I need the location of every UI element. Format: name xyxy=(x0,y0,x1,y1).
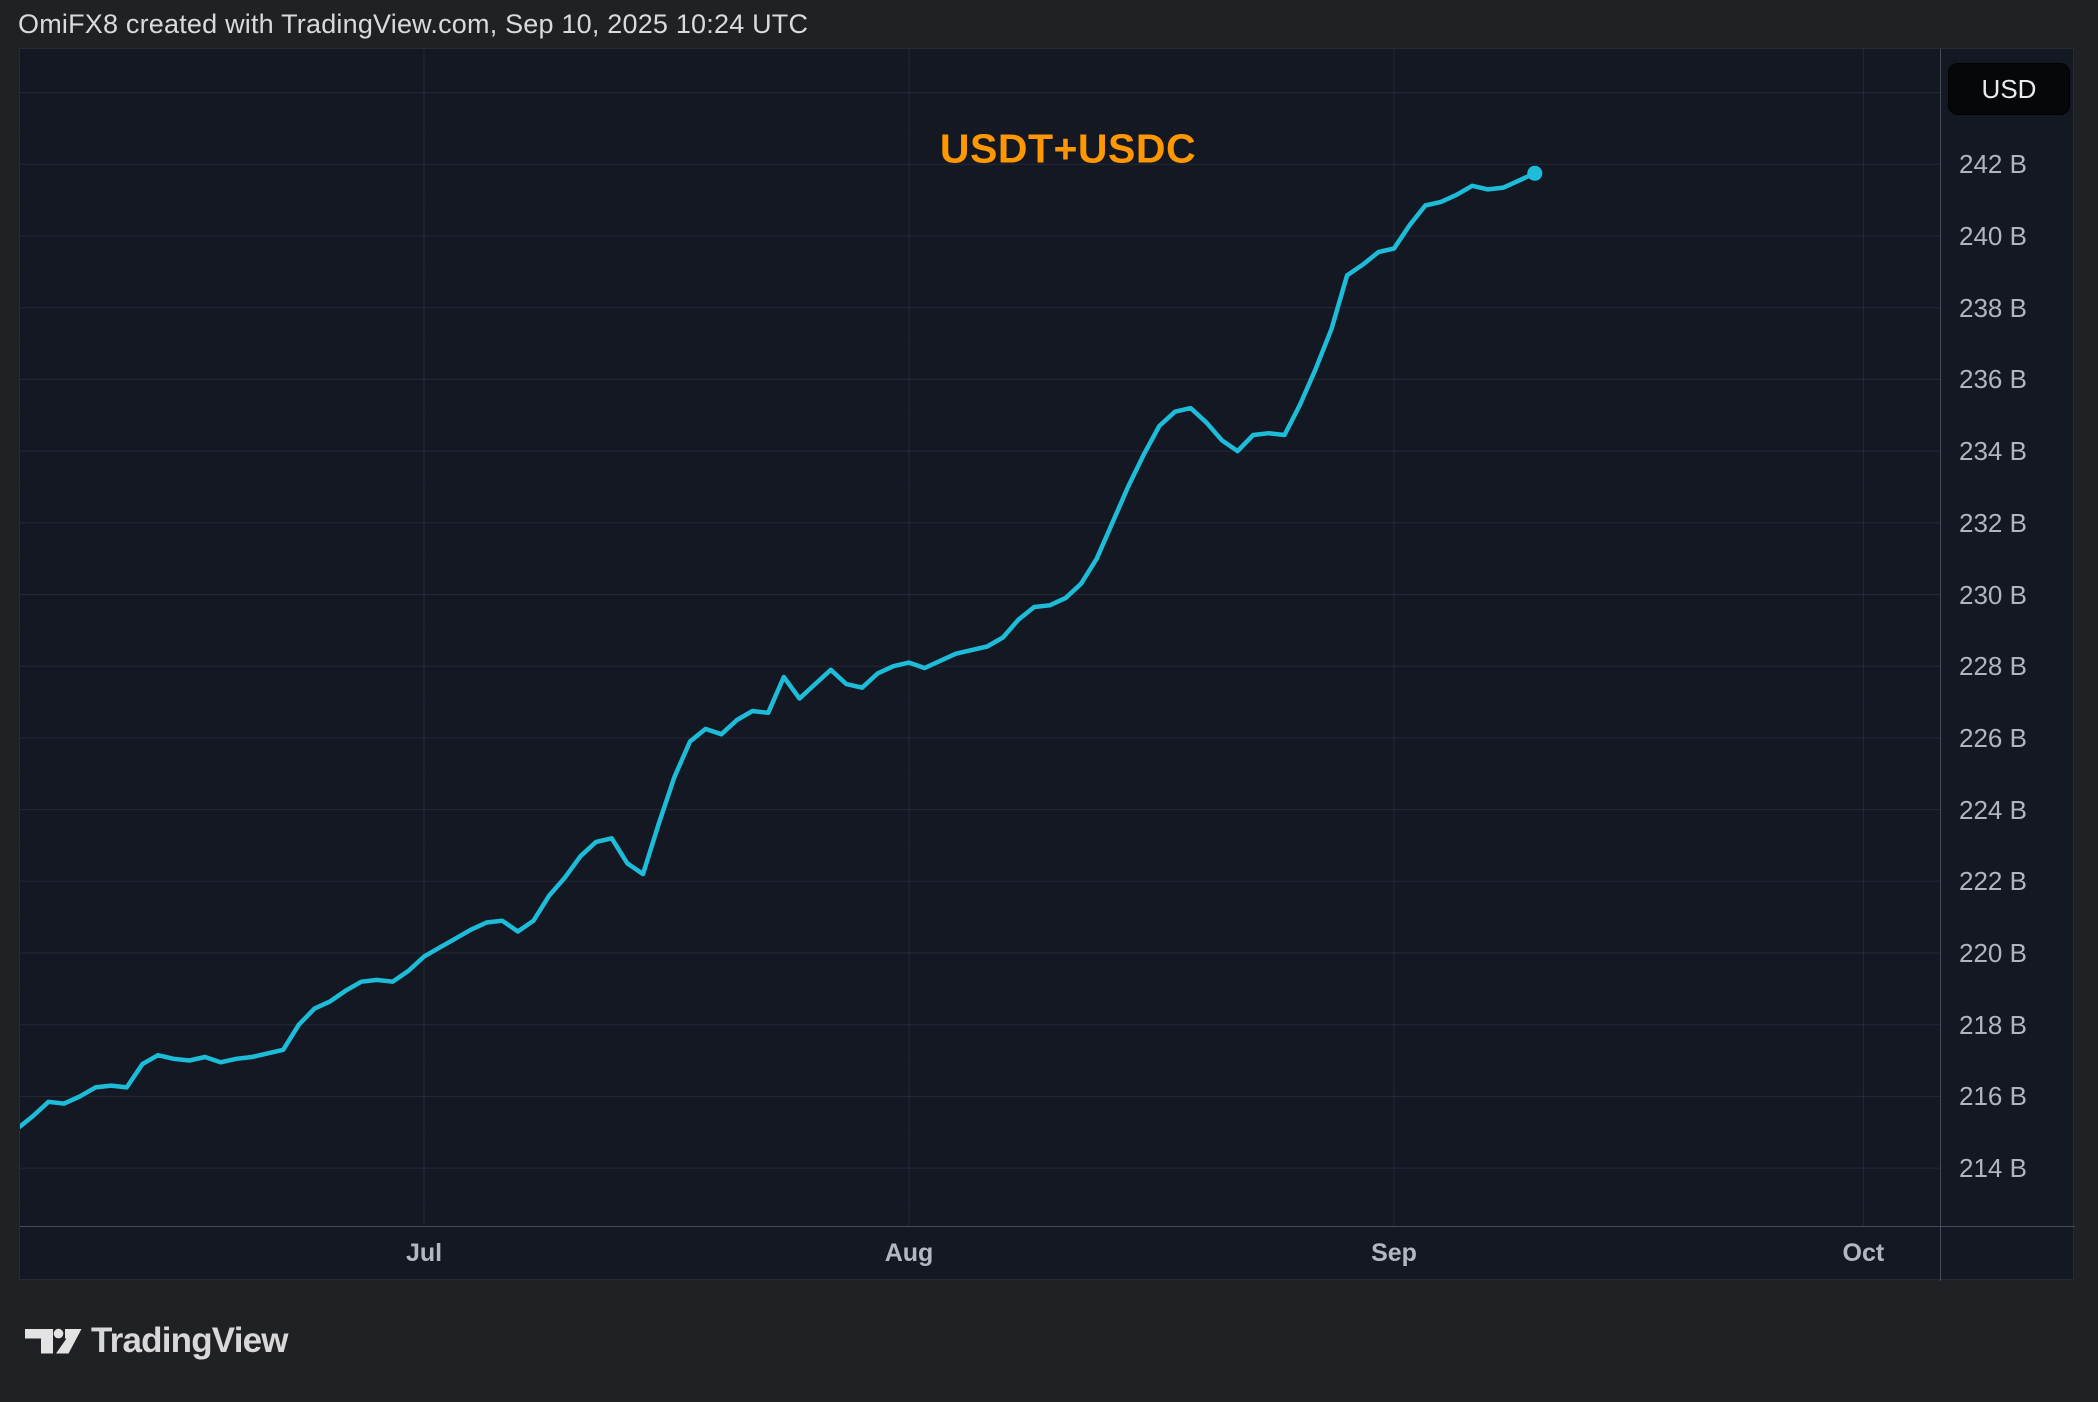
price-tick-label: 230 B xyxy=(1959,579,2027,610)
price-tick-label: 238 B xyxy=(1959,292,2027,323)
snapshot-title: OmiFX8 created with TradingView.com, Sep… xyxy=(18,8,809,39)
time-tick-label: Aug xyxy=(884,1239,934,1267)
tradingview-logo[interactable]: TradingView xyxy=(25,1321,289,1361)
price-tick-label: 220 B xyxy=(1959,938,2027,968)
price-tick-label: 232 B xyxy=(1959,507,2027,538)
price-tick-label: 240 B xyxy=(1959,221,2027,251)
time-tick-label: Jul xyxy=(405,1239,443,1267)
tradingview-wordmark: TradingView xyxy=(91,1321,289,1360)
time-tick-label: Oct xyxy=(1842,1239,1885,1267)
price-tick-label: 222 B xyxy=(1959,866,2027,897)
series-label: USDT+USDC xyxy=(939,125,1197,172)
footer-bar: TradingView xyxy=(0,1280,2098,1402)
price-axis[interactable]: 242 B 240 B 238 B 236 B 234 B 232 B 230 B 228 B… xyxy=(1940,49,2075,1226)
price-chart-canvas[interactable] xyxy=(20,49,2075,1281)
price-tick-label: 228 B xyxy=(1959,651,2027,682)
time-tick-label: Sep xyxy=(1371,1239,1417,1267)
currency-toggle-button[interactable]: USD xyxy=(1948,63,2070,115)
last-point-marker xyxy=(1527,165,1543,181)
price-tick-label: 242 B xyxy=(1959,149,2027,180)
price-tick-label: 224 B xyxy=(1959,794,2027,825)
header-bar: OmiFX8 created with TradingView.com, Sep… xyxy=(0,0,2098,48)
price-tick-label: 218 B xyxy=(1959,1009,2027,1040)
tradingview-logo-icon xyxy=(25,1328,82,1353)
price-tick-label: 226 B xyxy=(1959,722,2027,753)
time-axis[interactable]: Jul Aug Sep Oct xyxy=(20,1226,2075,1281)
series-line xyxy=(20,171,1538,1130)
price-tick-label: 214 B xyxy=(1959,1153,2027,1184)
price-tick-label: 234 B xyxy=(1959,436,2027,467)
price-tick-label: 236 B xyxy=(1959,364,2027,395)
price-tick-label: 216 B xyxy=(1959,1081,2027,1112)
